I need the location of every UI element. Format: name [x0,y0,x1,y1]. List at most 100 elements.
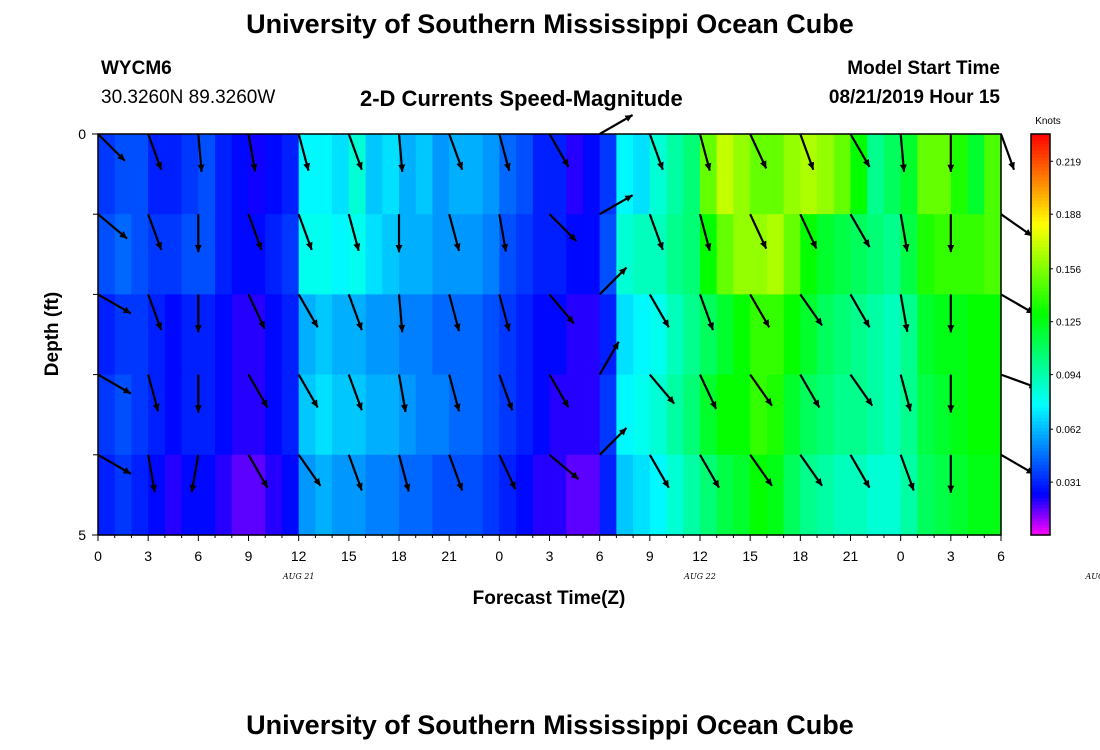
y-axis-label: Depth (ft) [42,292,63,376]
colorbar-swatch [1031,391,1050,396]
heatmap-cell [164,214,183,295]
x-tick-label: 9 [646,548,654,564]
heatmap-cell [934,454,952,536]
current-vector [347,294,363,331]
current-vector [598,266,628,296]
vector-head [255,241,263,250]
current-vector [194,214,202,253]
heatmap-cell [516,454,534,536]
colorbar-swatch [1031,154,1050,158]
heatmap-cell [265,374,283,456]
page-title: University of Southern Mississippi Ocean… [246,9,854,39]
heatmap-cell [198,214,216,295]
vector-head [400,404,408,412]
heatmap-cell [683,214,701,295]
vector-head [862,319,870,328]
vector-head [303,162,310,171]
x-tick-label: 12 [692,548,708,564]
heatmap-cell [817,294,835,376]
x-tick-label: 0 [897,548,905,564]
heatmap-cell [599,294,617,376]
colorbar-swatch [1031,187,1050,192]
heatmap-cell [633,294,651,376]
heatmap-cell [666,374,684,456]
heatmap-cell [198,134,216,215]
heatmap-cell [817,374,835,456]
vector-head [119,231,128,239]
heatmap-cell [616,374,634,456]
colorbar-swatch [1031,150,1050,155]
heatmap-cell [399,134,417,215]
colorbar-swatch [1031,404,1050,409]
heatmap-cell [666,294,684,376]
heatmap-cell [950,294,969,376]
colorbar-swatch [1031,464,1050,469]
colorbar-swatch [1031,344,1050,349]
vector-head [260,479,268,488]
current-vector [699,454,720,489]
vector-head [947,405,955,413]
heatmap-cell [900,454,918,536]
colorbar-swatch [1031,134,1050,138]
heatmap-cell [566,294,584,376]
vector-head [812,399,820,408]
heatmap-cell [766,374,785,456]
heatmap-cell [399,214,417,295]
vector-head [657,161,664,170]
vector-head [453,323,461,332]
current-vector [247,213,263,251]
vector-head [624,115,633,122]
heatmap-cell [883,374,902,456]
colorbar-swatch [1031,250,1050,255]
colorbar-swatch [1031,357,1050,362]
vector-head [760,240,767,249]
heatmap-cell [566,454,584,536]
heatmap-cell [365,134,383,215]
heatmap-cell [700,454,718,536]
heatmap-cell [599,214,617,295]
vector-head [760,160,767,169]
vector-head [667,396,675,404]
heatmap-cell [365,454,383,536]
colorbar-swatch [1031,317,1050,322]
colorbar-swatch [1031,354,1050,359]
heatmap-cell [783,134,801,215]
vector-head [258,320,265,329]
heatmap-cell [348,134,367,215]
heatmap-cell [281,214,300,295]
heatmap-cell [582,134,601,215]
colorbar-swatch [1031,411,1050,416]
vector-head [197,164,205,172]
axes: 0 3 6 9 12 15 18 21 0 3 6 9 12 15 18 21 0 3 6 AUG 21 AUG 22 A… [78,126,1100,581]
colorbar-swatch [1031,321,1050,326]
heatmap-cell [332,374,350,456]
colorbar-swatch [1031,387,1050,392]
colorbar-swatch [1031,341,1050,346]
current-vector [397,294,406,333]
vector-head [155,322,162,331]
colorbar-swatch [1031,381,1050,386]
heatmap-cell [633,134,651,215]
heatmap-cell [950,374,969,456]
heatmap-cell [231,374,250,456]
heatmap-cell [382,134,400,215]
colorbar-swatch [1031,367,1050,372]
current-vector [448,454,464,491]
colorbar-swatch [1031,397,1050,402]
heatmap-cell [215,214,233,295]
heatmap-cell [867,134,885,215]
heatmap-cell [817,214,835,295]
current-vector [849,373,874,407]
heatmap-cell [850,214,868,295]
colorbar-swatch [1031,194,1050,199]
vector-head [899,164,907,172]
heatmap-cell [984,454,1002,536]
heatmap-cell [900,134,918,215]
colorbar-swatch [1031,264,1050,269]
heatmap-cell [415,214,434,295]
heatmap-cell [984,374,1002,456]
heatmap-cell [164,374,183,456]
colorbar-swatch [1031,504,1050,509]
current-vector [749,133,768,169]
current-vector [297,374,319,409]
